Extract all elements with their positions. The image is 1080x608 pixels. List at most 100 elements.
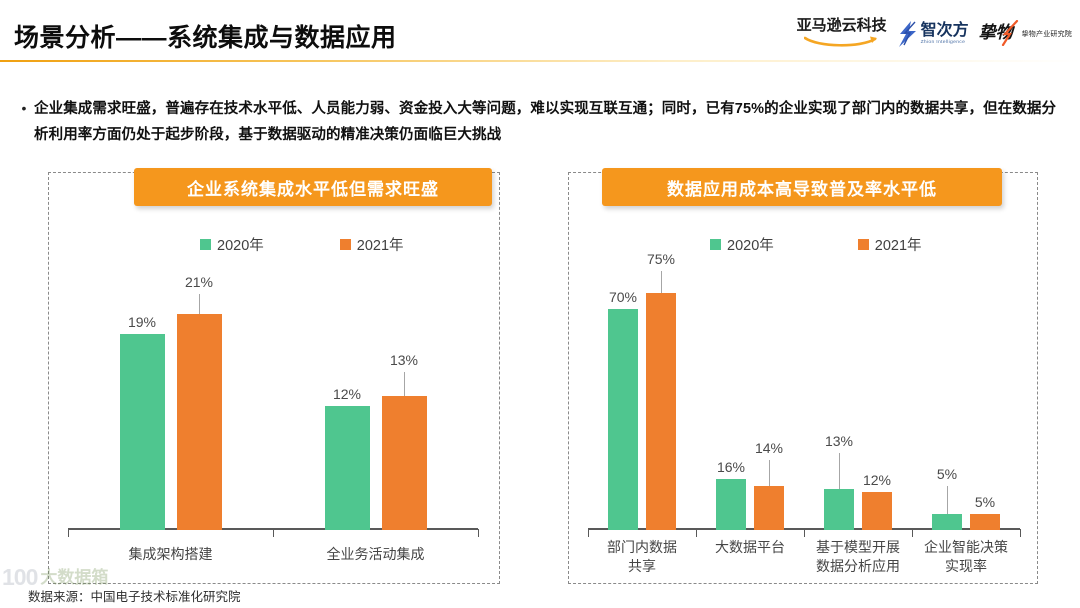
bar-value-label: 13%	[389, 352, 419, 368]
bar-2020[interactable]	[324, 406, 370, 530]
label-leader-line	[769, 460, 770, 486]
bar-value-label: 70%	[608, 289, 638, 305]
bar-plot-right: 70% 75% 16% 14% 13% 12% 5% 5%	[588, 251, 1022, 537]
bar-value-label: 14%	[754, 440, 784, 456]
bar-2020[interactable]	[119, 334, 165, 530]
x-axis-label: 全业务活动集成	[326, 546, 425, 562]
watermark: 100 大数据箱	[2, 566, 108, 589]
label-leader-line	[199, 294, 200, 314]
bar-plot-left: 19% 21% 12% 13%	[68, 262, 480, 537]
bar-column[interactable]: 75%	[646, 251, 676, 530]
x-axis-tick	[478, 529, 480, 537]
legend-label-2020: 2020年	[217, 238, 264, 254]
bar-value-label: 5%	[974, 494, 996, 510]
amazon-smile-icon	[803, 36, 877, 47]
chart-title-banner-right: 数据应用成本高导致普及率水平低	[602, 168, 1002, 206]
bar-value-label: 75%	[646, 251, 676, 267]
legend-item-2021[interactable]: 2021年	[339, 234, 404, 255]
label-leader-line	[661, 271, 662, 293]
zhion-logo-text: 智次方	[920, 22, 969, 39]
zhiwu-streak-icon	[1001, 20, 1018, 46]
x-axis-label: 部门内数据 共享	[607, 539, 677, 574]
label-leader-line	[404, 372, 405, 396]
legend-label-2021: 2021年	[874, 238, 922, 254]
page-title: 场景分析——系统集成与数据应用	[14, 24, 397, 52]
chart-title-banner-left: 企业系统集成水平低但需求旺盛	[134, 168, 492, 206]
x-axis-tick	[1020, 529, 1022, 537]
bar-column[interactable]: 12%	[324, 262, 370, 530]
bar-value-label: 5%	[936, 466, 958, 482]
bar-2020[interactable]	[824, 489, 854, 530]
legend-swatch-2020	[200, 239, 211, 250]
zhiwu-logo-mark: 挚物	[978, 20, 1019, 47]
bar-value-label: 12%	[332, 386, 362, 402]
x-axis-label: 大数据平台	[715, 539, 785, 555]
zhion-intelligence-logo: 智次方 Zhion Intelligence	[897, 21, 969, 47]
bar-column[interactable]: 19%	[119, 262, 165, 530]
x-axis-tick	[273, 529, 275, 537]
bar-2021[interactable]	[646, 293, 676, 530]
lightning-bolt-icon	[898, 21, 916, 47]
legend-swatch-2021	[857, 239, 869, 250]
bar-column[interactable]: 5%	[970, 252, 1000, 530]
bar-2021[interactable]	[754, 486, 784, 530]
bar-group: 19% 21%	[68, 262, 273, 530]
bar-column[interactable]: 21%	[176, 262, 222, 530]
label-leader-line	[947, 486, 948, 514]
bar-column[interactable]: 16%	[716, 252, 746, 530]
bar-2020[interactable]	[716, 479, 746, 530]
legend-swatch-2020	[710, 239, 721, 250]
x-axis-tick	[696, 529, 698, 537]
bar-column[interactable]: 70%	[608, 252, 638, 530]
watermark-number: 100	[2, 564, 38, 590]
bar-column[interactable]: 14%	[754, 252, 784, 530]
bar-2021[interactable]	[862, 492, 892, 530]
zhiwu-logo-name: 挚物产业研究院	[1021, 31, 1072, 38]
chart-legend-right: 2020年 2021年	[710, 234, 922, 255]
bullet-paragraph: • 企业集成需求旺盛，普遍存在技术水平低、人员能力弱、资金投入大等问题，难以实现…	[14, 96, 1069, 148]
bar-value-label: 19%	[127, 314, 157, 330]
bar-2021[interactable]	[381, 396, 427, 530]
bar-group: 5% 5%	[912, 252, 1020, 530]
watermark-text: 大数据箱	[40, 568, 109, 587]
bar-column[interactable]: 13%	[381, 262, 427, 530]
x-axis-tick	[912, 529, 914, 537]
bar-2021[interactable]	[176, 314, 222, 530]
legend-item-2020[interactable]: 2020年	[200, 234, 264, 255]
bar-value-label: 13%	[824, 433, 854, 449]
bar-group: 16% 14%	[696, 252, 804, 530]
x-axis-label: 企业智能决策 实现率	[924, 539, 1008, 574]
slide-header: 场景分析——系统集成与数据应用 亚马逊云科技 智次方 Zhion Intelli…	[0, 0, 1080, 62]
bar-group: 70% 75%	[588, 251, 696, 530]
x-axis-labels-left: 集成架构搭建 全业务活动集成	[68, 545, 478, 564]
logo-bar: 亚马逊云科技 智次方 Zhion Intelligence 挚物	[797, 14, 1072, 47]
bar-value-label: 21%	[184, 274, 214, 290]
legend-label-2020: 2020年	[727, 238, 774, 254]
zhiwu-logo-glyph: 挚物	[978, 23, 1013, 42]
legend-swatch-2021	[339, 239, 351, 250]
header-divider	[0, 60, 1080, 62]
bar-groups: 70% 75% 16% 14% 13% 12% 5% 5%	[588, 251, 1020, 530]
aws-logo-text: 亚马逊云科技	[796, 17, 887, 34]
bar-2020[interactable]	[932, 514, 962, 530]
bar-2020[interactable]	[608, 309, 638, 530]
legend-item-2021[interactable]: 2021年	[857, 234, 922, 255]
bullet-marker: •	[21, 100, 27, 116]
bar-2021[interactable]	[970, 514, 1000, 530]
bar-column[interactable]: 13%	[824, 252, 854, 530]
zhion-logo-subtext: Zhion Intelligence	[920, 39, 966, 45]
legend-label-2021: 2021年	[356, 238, 404, 254]
zhiwu-research-logo: 挚物 挚物产业研究院	[978, 20, 1072, 47]
label-leader-line	[839, 453, 840, 489]
x-axis-labels-right: 部门内数据 共享 大数据平台 基于模型开展 数据分析应用 企业智能决策 实现率	[588, 538, 1020, 576]
x-axis-tick	[804, 529, 806, 537]
bar-groups: 19% 21% 12% 13%	[68, 262, 478, 530]
x-axis-tick	[68, 529, 70, 537]
bar-column[interactable]: 12%	[862, 252, 892, 530]
bar-group: 13% 12%	[804, 252, 912, 530]
x-axis-tick	[588, 529, 590, 537]
legend-item-2020[interactable]: 2020年	[710, 234, 774, 255]
bar-column[interactable]: 5%	[932, 252, 962, 530]
bar-value-label: 12%	[862, 472, 892, 488]
